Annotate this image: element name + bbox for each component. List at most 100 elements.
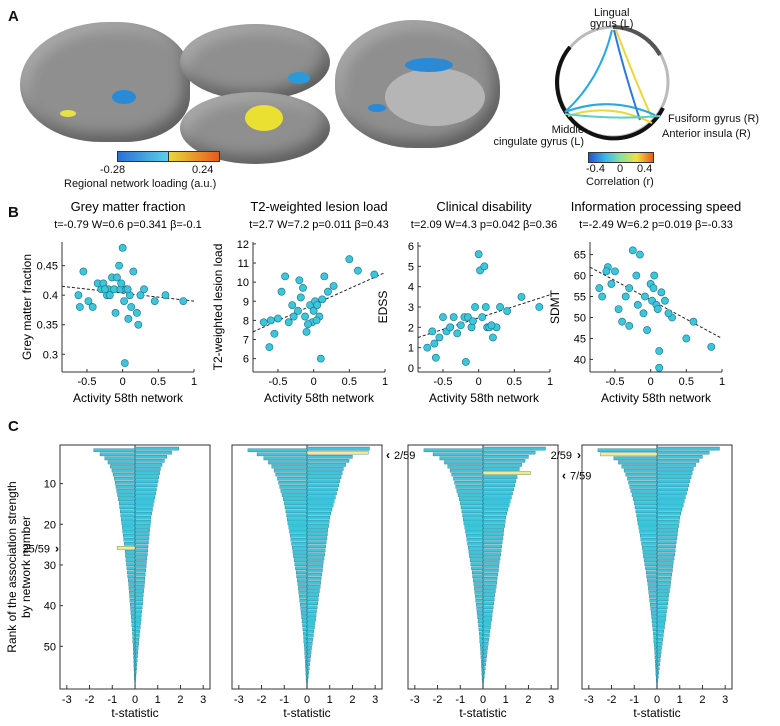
bar-negative [629, 485, 658, 489]
bar-negative [121, 521, 136, 526]
bar-positive [306, 654, 311, 658]
bar-positive [482, 471, 531, 475]
data-point [353, 266, 362, 275]
data-point [461, 357, 470, 366]
x-tick-label: 1 [547, 376, 553, 388]
bar-positive [134, 597, 144, 601]
bar-negative [476, 607, 484, 611]
bar-positive [656, 572, 672, 577]
data-point [474, 250, 483, 259]
data-point [88, 303, 97, 311]
bar-positive [656, 491, 687, 496]
bar-positive [306, 581, 321, 585]
bar-negative [134, 676, 136, 680]
bar-positive [134, 520, 151, 524]
bar-negative [116, 489, 136, 493]
data-point [281, 272, 290, 281]
bar-negative [480, 651, 484, 656]
data-point [471, 303, 479, 311]
chart-stats: t=-0.79 W=0.6 p=0.341 β=-0.1 [54, 219, 202, 231]
x-tick-label: 1 [327, 694, 333, 706]
bar-negative [278, 481, 308, 485]
rank-label: 2/59 [394, 450, 415, 462]
bar-positive [656, 670, 659, 675]
bar-positive [656, 577, 672, 581]
node-label-fusiform: Fusiform gyrus (R) [668, 113, 760, 125]
bar-positive [656, 544, 676, 549]
data-point [453, 329, 462, 338]
x-tick-label: 3 [200, 694, 206, 706]
bar-negative [478, 623, 484, 627]
data-point [535, 303, 544, 311]
data-point [489, 333, 497, 342]
y-tick-label: 3 [408, 302, 414, 314]
x-tick-label: 0.5 [507, 376, 522, 388]
bar-positive [656, 560, 674, 565]
bar-negative [475, 598, 484, 603]
bar-negative [654, 655, 658, 660]
x-tick-label: 0 [120, 376, 126, 388]
y-tick-label: 0.4 [43, 290, 58, 302]
x-tick-label: -2 [607, 694, 617, 706]
bar-positive [306, 503, 334, 508]
bar-positive [134, 483, 158, 488]
fit-line [417, 294, 551, 338]
bar-negative [120, 509, 136, 514]
y-axis-label: SDMT [548, 289, 562, 324]
bar-positive [306, 520, 330, 524]
chart-stats: t=-2.49 W=6.2 p=0.019 β=-0.33 [579, 219, 733, 231]
bar-negative [115, 485, 136, 489]
x-tick-label: 2 [349, 694, 355, 706]
y-tick-label: 10 [237, 277, 249, 289]
x-axis-label: Activity 58th network [264, 391, 375, 405]
x-tick-label: 0 [304, 694, 310, 706]
bar-negative [655, 660, 658, 664]
bar-positive [134, 629, 140, 634]
bar-positive [306, 609, 317, 614]
bar-negative [281, 493, 308, 497]
bar-positive [306, 617, 316, 622]
data-point [150, 297, 159, 305]
bar-negative [134, 672, 136, 676]
node-label-lingual: Lingual gyrus (L) [590, 7, 634, 30]
data-point [299, 283, 307, 292]
corr-colorbar-title: Correlation (r) [586, 176, 654, 188]
data-point [345, 255, 354, 264]
bar-negative [301, 619, 308, 623]
bar-negative [639, 529, 658, 534]
bar-positive [656, 520, 680, 524]
bar-negative [654, 643, 658, 648]
bar-positive [656, 609, 667, 614]
bar-positive [656, 581, 671, 585]
bar-positive [306, 568, 323, 573]
data-point [296, 293, 305, 302]
bar-negative [298, 586, 308, 591]
data-point [632, 271, 641, 280]
bar-negative [460, 501, 484, 505]
bar-positive [134, 536, 150, 540]
bar-positive [306, 633, 314, 638]
bar-positive [656, 503, 684, 508]
x-tick-label: 1 [677, 694, 683, 706]
bar-positive [482, 556, 501, 561]
rank-arrow: ‹ [386, 448, 390, 462]
bar-negative [628, 481, 658, 485]
bar-negative [479, 639, 484, 644]
bar-negative [647, 578, 658, 583]
data-point [435, 333, 444, 342]
data-point [449, 313, 458, 322]
x-tick-label: 3 [722, 694, 728, 706]
data-point [124, 314, 133, 323]
bar-positive [134, 646, 139, 650]
bar-positive [482, 662, 486, 666]
bar-negative [625, 472, 658, 477]
bar-positive [134, 467, 161, 471]
bar-negative [454, 481, 484, 485]
bar-negative [457, 493, 484, 497]
bar-negative [297, 578, 308, 583]
bar-positive [134, 625, 141, 630]
scatter-chart: Information processing speed t=-2.49 W=6.… [548, 199, 741, 405]
data-point [621, 292, 630, 301]
bar-positive [306, 491, 337, 496]
bar-negative [286, 513, 308, 518]
